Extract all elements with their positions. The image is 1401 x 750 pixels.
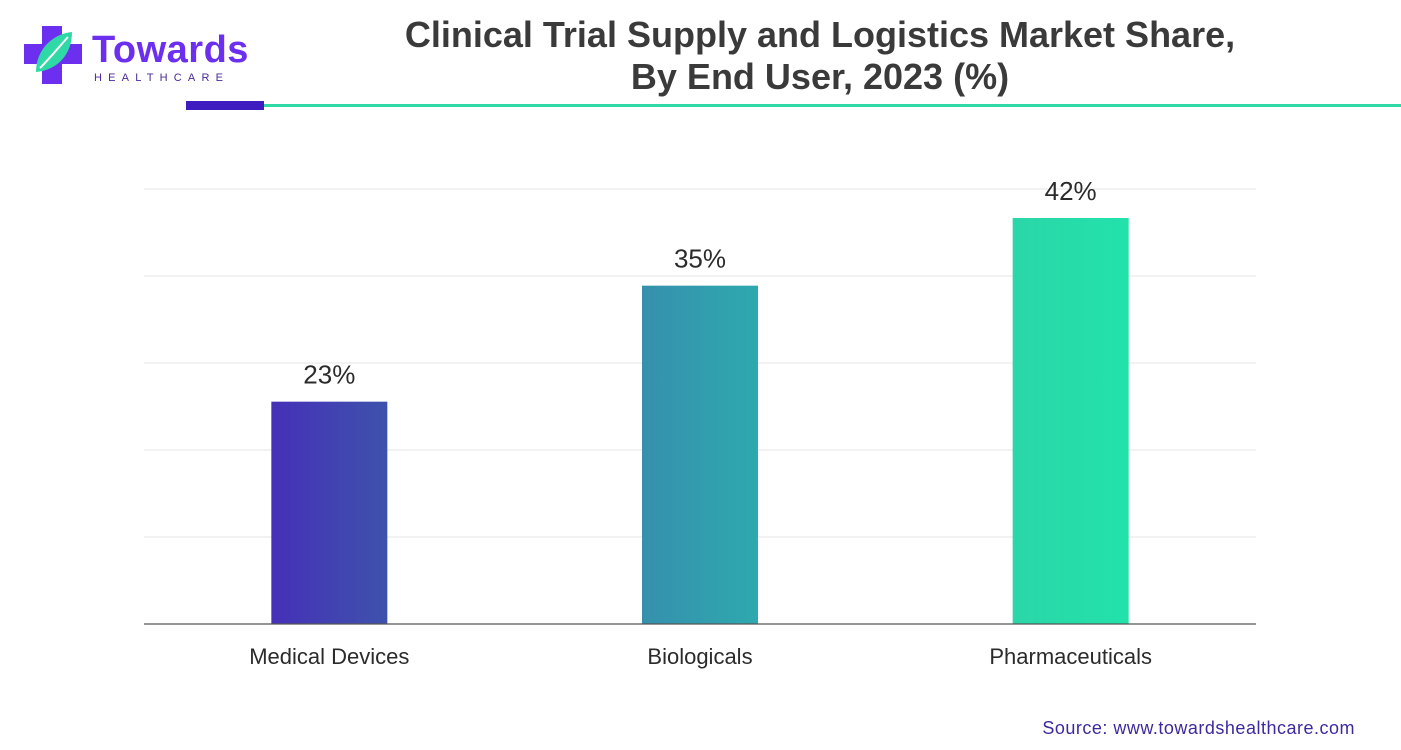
- bar-medical-devices: [271, 401, 388, 624]
- value-label: 23%: [303, 360, 355, 390]
- header-accent-bar: [186, 101, 264, 110]
- medical-cross-leaf-icon: [24, 26, 82, 84]
- x-tick-label: Medical Devices: [249, 644, 409, 669]
- x-axis-tick-labels: Medical Devices Biologicals Pharmaceutical…: [249, 644, 1152, 669]
- bar-biologicals: [642, 285, 758, 624]
- chart-title-line-2: By End User, 2023 (%): [630, 56, 1010, 97]
- towards-healthcare-logo: Towards HEALTHCARE: [22, 24, 248, 88]
- value-labels: 23% 35% 42%: [303, 176, 1096, 390]
- bars: [271, 218, 1129, 624]
- value-label: 42%: [1045, 176, 1097, 206]
- bar-pharmaceuticals: [1012, 218, 1129, 624]
- x-tick-label: Pharmaceuticals: [989, 644, 1152, 669]
- chart-title: Clinical Trial Supply and Logistics Mark…: [300, 14, 1340, 98]
- chart-title-line-1: Clinical Trial Supply and Logistics Mark…: [404, 14, 1236, 55]
- source-credit: Source: www.towardshealthcare.com: [1042, 718, 1355, 738]
- x-tick-label: Biologicals: [647, 644, 752, 669]
- value-label: 35%: [674, 244, 726, 274]
- logo-subtext: HEALTHCARE: [94, 72, 230, 84]
- header-divider-line: [264, 104, 1401, 107]
- logo-wordmark: Towards: [92, 29, 249, 71]
